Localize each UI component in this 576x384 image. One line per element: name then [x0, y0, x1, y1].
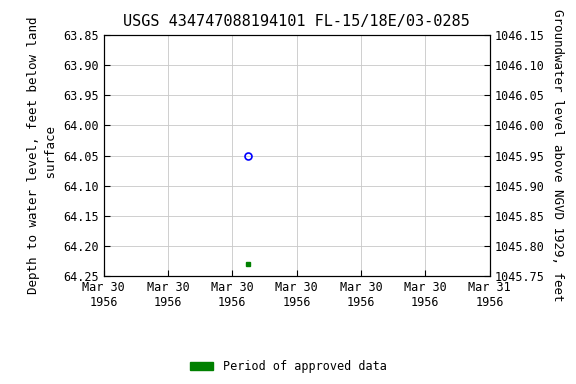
Y-axis label: Depth to water level, feet below land
 surface: Depth to water level, feet below land su…: [26, 17, 58, 294]
Legend: Period of approved data: Period of approved data: [185, 356, 391, 378]
Title: USGS 434747088194101 FL-15/18E/03-0285: USGS 434747088194101 FL-15/18E/03-0285: [123, 14, 470, 29]
Y-axis label: Groundwater level above NGVD 1929, feet: Groundwater level above NGVD 1929, feet: [551, 9, 564, 302]
